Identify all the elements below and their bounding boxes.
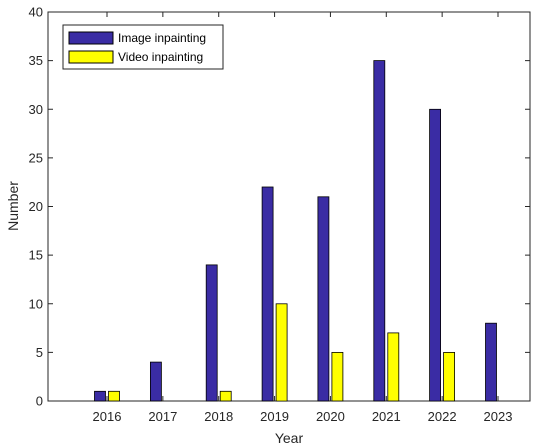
x-tick-label-2023: 2023 xyxy=(484,409,513,424)
x-tick-label-2018: 2018 xyxy=(204,409,233,424)
x-tick-label-2021: 2021 xyxy=(372,409,401,424)
y-tick-label: 5 xyxy=(36,345,43,360)
y-axis-ticks: 0 5 10 15 20 25 30 35 40 xyxy=(29,5,530,409)
plot-area xyxy=(47,11,531,402)
x-tick-label-2017: 2017 xyxy=(148,409,177,424)
bar-image-inpainting-2019 xyxy=(261,186,274,402)
bar-video-inpainting-2019 xyxy=(275,303,288,402)
y-tick-label: 20 xyxy=(29,199,43,214)
bar-image-inpainting-2018 xyxy=(205,264,218,402)
bar-image-inpainting-2022 xyxy=(429,108,442,402)
legend-label-video-inpainting: Video inpainting xyxy=(118,50,203,64)
bar-video-inpainting-2020 xyxy=(331,351,344,402)
x-tick-label-2016: 2016 xyxy=(93,409,122,424)
x-tick-label-2019: 2019 xyxy=(260,409,289,424)
bar-image-inpainting-2023 xyxy=(485,322,497,402)
y-tick-label: 0 xyxy=(36,394,43,409)
x-axis-ticks: 2016 2017 2018 2019 2020 2021 2022 2023 xyxy=(93,12,513,424)
bar-image-inpainting-2020 xyxy=(317,196,330,402)
y-tick-label: 15 xyxy=(29,248,43,263)
legend-label-image-inpainting: Image inpainting xyxy=(118,31,206,45)
y-axis-title: Number xyxy=(5,181,21,231)
legend-swatch-image-inpainting xyxy=(68,31,114,45)
x-tick-label-2020: 2020 xyxy=(316,409,345,424)
bars-layer xyxy=(94,60,497,402)
bar-image-inpainting-2017 xyxy=(149,361,162,402)
y-tick-label: 40 xyxy=(29,5,43,20)
x-axis-title: Year xyxy=(275,430,304,445)
bar-image-inpainting-2021 xyxy=(373,60,386,402)
bar-video-inpainting-2016 xyxy=(108,390,120,402)
bar-video-inpainting-2018 xyxy=(219,390,232,402)
bar-image-inpainting-2016 xyxy=(94,390,106,402)
y-tick-label: 10 xyxy=(29,296,43,311)
legend-swatch-video-inpainting xyxy=(68,50,114,64)
x-tick-label-2022: 2022 xyxy=(428,409,457,424)
bar-video-inpainting-2021 xyxy=(387,332,400,402)
y-tick-label: 30 xyxy=(29,102,43,117)
y-tick-label: 35 xyxy=(29,53,43,68)
y-tick-label: 25 xyxy=(29,150,43,165)
legend: Image inpainting Video inpainting xyxy=(62,24,224,70)
bar-video-inpainting-2022 xyxy=(443,351,456,402)
